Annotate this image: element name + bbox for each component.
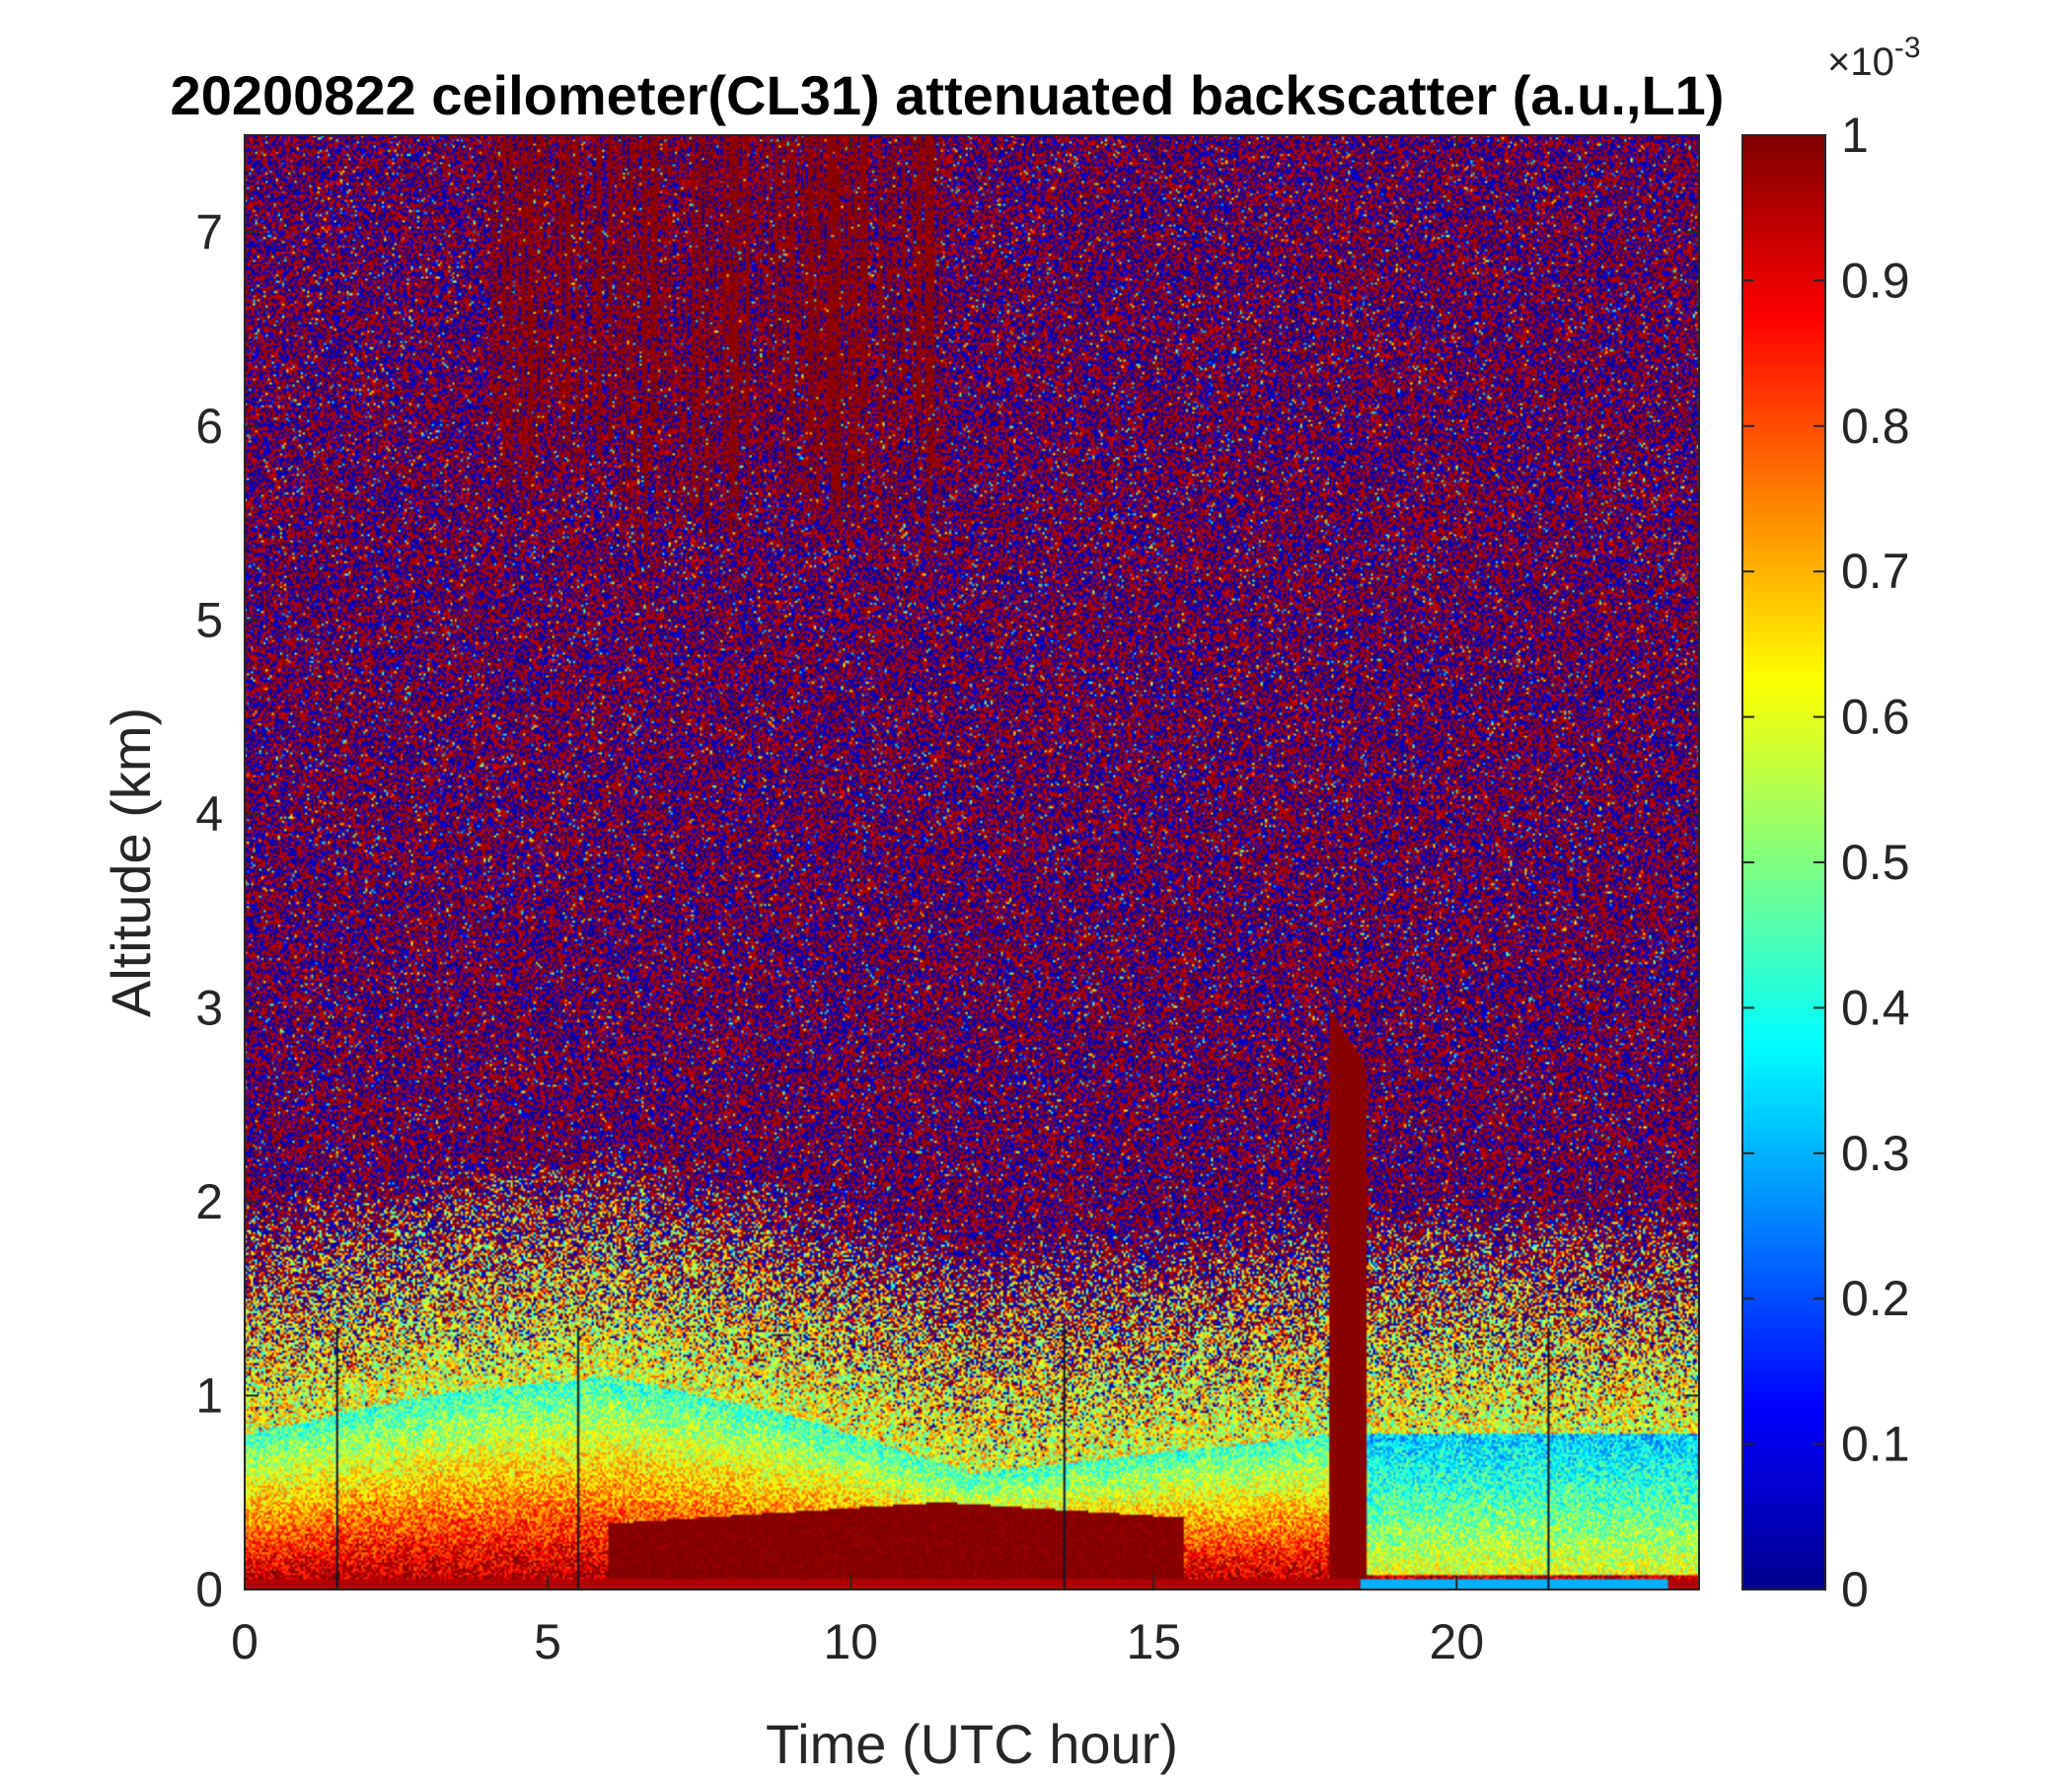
x-tick-label: 15 <box>1126 1614 1181 1669</box>
colorbar-tick-label: 0.8 <box>1841 399 1910 454</box>
colorbar-tick-label: 0.6 <box>1841 690 1910 745</box>
x-axis-label: Time (UTC hour) <box>766 1713 1178 1775</box>
y-axis: 0 1 2 3 4 5 6 7 <box>195 204 1699 1617</box>
colorbar-tick-label: 0.5 <box>1841 835 1910 890</box>
colorbar: 0 0.1 0.2 0.3 0.4 0.5 0.6 0.7 0.8 0.9 1 ×10-3 <box>1741 32 1921 1617</box>
plot-area <box>244 134 1700 1591</box>
y-axis-label: Altitude (km) <box>100 707 162 1017</box>
colorbar-tick-label: 0.1 <box>1841 1417 1910 1472</box>
x-tick-label: 0 <box>231 1614 259 1669</box>
y-tick-label: 4 <box>195 786 223 842</box>
colorbar-exponent-base: ×10 <box>1827 40 1894 84</box>
y-tick-label: 0 <box>195 1562 223 1617</box>
y-tick-label: 2 <box>195 1174 223 1229</box>
colorbar-tick-label: 0.4 <box>1841 980 1910 1035</box>
x-tick-label: 5 <box>534 1614 561 1669</box>
x-axis: 0 5 10 15 20 <box>231 135 1484 1669</box>
colorbar-ticks: 0 0.1 0.2 0.3 0.4 0.5 0.6 0.7 0.8 0.9 1 <box>1742 108 1910 1617</box>
colorbar-exponent-power: -3 <box>1894 32 1921 64</box>
x-tick-label: 20 <box>1430 1614 1485 1669</box>
y-tick-label: 6 <box>195 399 223 454</box>
chart-title: 20200822 ceilometer(CL31) attenuated bac… <box>171 64 1725 126</box>
plot-frame <box>244 134 1700 1591</box>
colorbar-tick-label: 0.3 <box>1841 1126 1910 1181</box>
y-tick-label: 1 <box>195 1368 223 1423</box>
colorbar-tick-label: 0 <box>1841 1562 1869 1617</box>
backscatter-heatmap <box>245 135 1699 1590</box>
colorbar-exponent: ×10-3 <box>1827 32 1921 84</box>
colorbar-tick-label: 0.7 <box>1841 544 1910 599</box>
colorbar-tick-label: 0.9 <box>1841 253 1910 308</box>
y-tick-label: 3 <box>195 980 223 1035</box>
x-tick-label: 10 <box>823 1614 878 1669</box>
colorbar-gradient <box>1742 135 1825 1590</box>
y-tick-label: 7 <box>195 204 223 259</box>
colorbar-tick-label: 0.2 <box>1841 1271 1910 1326</box>
colorbar-tick-label: 1 <box>1841 108 1869 163</box>
y-tick-label: 5 <box>195 592 223 647</box>
